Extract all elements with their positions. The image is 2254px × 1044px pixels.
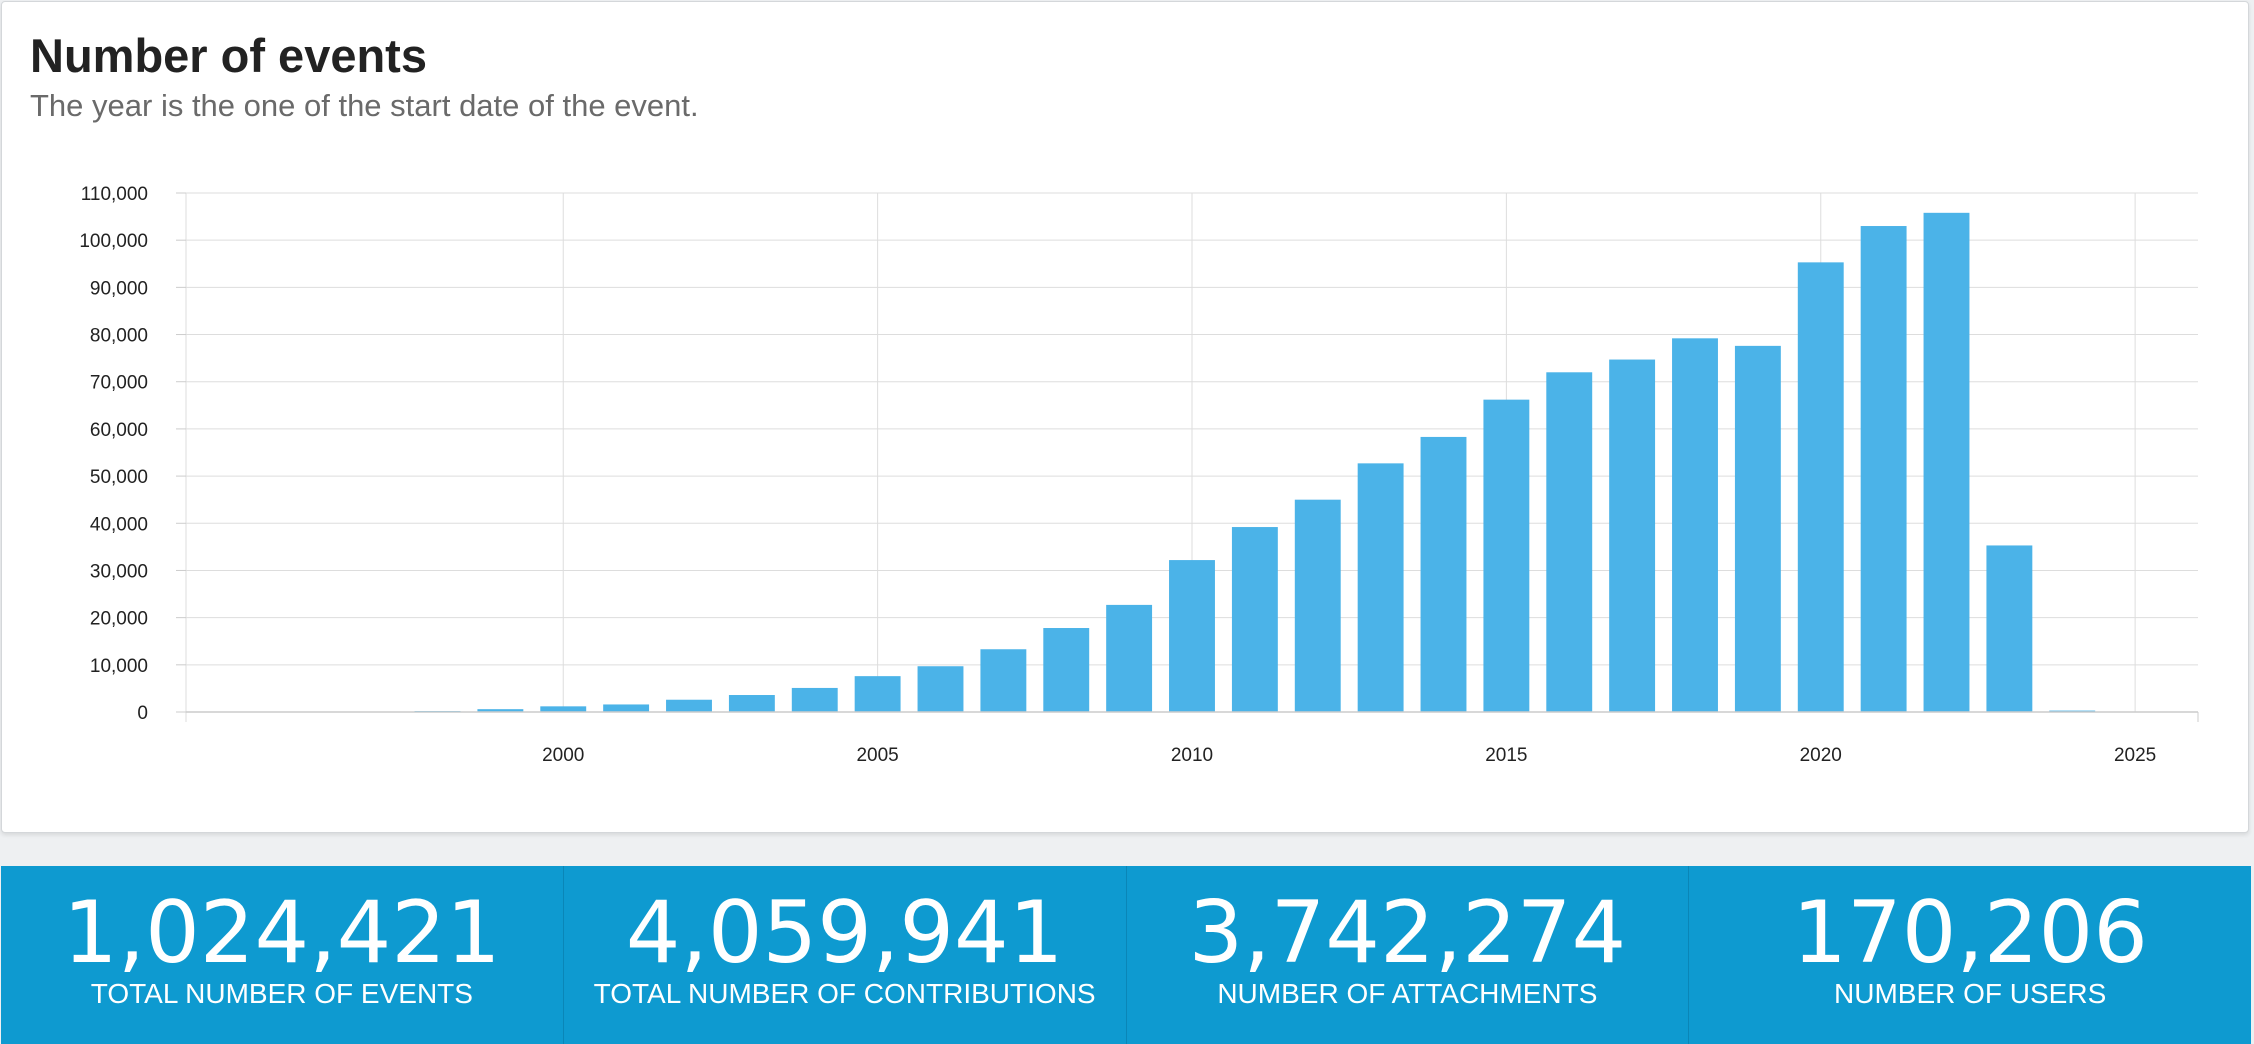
y-tick-label: 100,000 (79, 231, 148, 252)
y-tick-label: 60,000 (90, 420, 148, 441)
stat-value: 4,059,941 (625, 883, 1064, 983)
bar-2022 (1923, 212, 1970, 713)
bar-2012 (1294, 499, 1341, 712)
x-tick-label: 2005 (856, 745, 898, 766)
stat-attachments: 3,742,274 Number of attachments (1127, 866, 1690, 1044)
chart-title: Number of events (30, 29, 427, 82)
bar-2000 (540, 706, 587, 712)
stat-label: Number of users (1834, 978, 2107, 1009)
stat-value: 1,024,421 (63, 883, 501, 983)
stat-total-events: 1,024,421 Total number of events (1, 866, 564, 1044)
y-tick-label: 50,000 (90, 467, 148, 488)
bar-1999 (477, 709, 524, 712)
bar-2013 (1357, 463, 1404, 712)
bar-2021 (1860, 226, 1907, 712)
axis-layer: 0 10,000 20,000 30,000 40,000 50,000 60,000 70,… (79, 184, 2199, 766)
y-tick-label: 10,000 (90, 656, 148, 677)
bar-2002 (666, 699, 712, 712)
bar-layer (414, 212, 2096, 713)
bar-2017 (1609, 359, 1656, 712)
stats-bar: 1,024,421 Total number of events 4,059,9… (1, 866, 2251, 1044)
bar-2003 (728, 695, 775, 712)
stat-label: Total number of contributions (593, 978, 1096, 1009)
bar-2018 (1672, 338, 1718, 712)
bar-2016 (1546, 372, 1593, 712)
bar-2020 (1797, 262, 1844, 712)
bar-2006 (917, 666, 964, 712)
y-tick-label: 80,000 (90, 326, 148, 347)
y-tick-label: 0 (137, 703, 148, 724)
y-tick-label: 30,000 (90, 561, 148, 582)
y-tick-label: 20,000 (90, 609, 148, 630)
bar-2007 (980, 649, 1027, 712)
y-tick-label: 40,000 (90, 514, 148, 535)
bar-2010 (1169, 560, 1215, 712)
bar-2019 (1734, 345, 1781, 712)
bar-2015 (1483, 399, 1530, 712)
y-tick-label: 110,000 (81, 184, 148, 205)
bar-2004 (791, 687, 838, 712)
stat-total-contributions: 4,059,941 Total number of contributions (564, 866, 1127, 1044)
x-tick-label: 2015 (1485, 745, 1527, 766)
x-tick-label: 2025 (2114, 745, 2156, 766)
stat-label: Number of attachments (1217, 978, 1598, 1009)
x-tick-label: 2010 (1171, 745, 1213, 766)
bar-2008 (1043, 628, 1090, 712)
x-tick-label: 2020 (1800, 745, 1842, 766)
chart-subtitle: The year is the one of the start date of… (30, 88, 699, 123)
stat-value: 3,742,274 (1188, 883, 1627, 983)
y-tick-label: 70,000 (90, 373, 148, 394)
stat-value: 170,206 (1792, 883, 2148, 983)
stat-users: 170,206 Number of users (1689, 866, 2251, 1044)
events-chart-card: Number of events The year is the one of … (1, 1, 2249, 833)
bar-2005 (854, 676, 901, 712)
bar-2014 (1420, 436, 1467, 712)
events-bar-chart: 0 10,000 20,000 30,000 40,000 50,000 60,000 70,… (79, 184, 2199, 766)
y-tick-label: 90,000 (90, 278, 148, 299)
bar-2023 (1986, 545, 2033, 712)
stat-label: Total number of events (90, 978, 473, 1009)
x-tick-label: 2000 (542, 745, 584, 766)
bar-2011 (1231, 527, 1278, 712)
bar-2001 (603, 704, 650, 712)
bar-2009 (1106, 604, 1153, 712)
